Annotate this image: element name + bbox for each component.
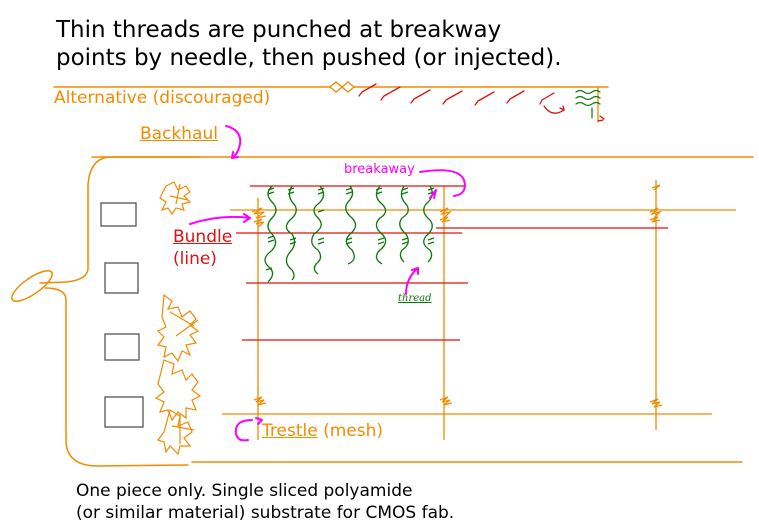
trestle-word: Trestle [262, 421, 318, 441]
thread-arrow [405, 267, 419, 295]
thread [285, 185, 297, 281]
substrate-pads [100, 202, 144, 428]
bundle-label: Bundle [173, 227, 233, 247]
footer-line-2: (or similar material) substrate for CMOS… [76, 503, 455, 523]
alternative-label: Alternative (discouraged) [54, 88, 271, 108]
thread [423, 185, 433, 263]
thread [264, 185, 277, 283]
alternative-threads [575, 89, 601, 119]
trestle-label: Trestle (mesh) [262, 421, 383, 441]
bundle-lines [236, 185, 668, 341]
backhaul-tangles [154, 181, 202, 456]
backhaul-label: Backhaul [140, 124, 218, 144]
trestle-sublabel: (mesh) [317, 421, 383, 441]
thread [311, 185, 325, 275]
footer-line-1: One piece only. Single sliced polyamide [76, 481, 413, 501]
breakaway-arrow [419, 169, 466, 199]
backhaul-brace [11, 156, 754, 467]
thread [375, 185, 387, 265]
bundle-sublabel: (line) [173, 249, 217, 269]
title: Thin threads are punched at breakway poi… [56, 16, 562, 72]
title-line-1: Thin threads are punched at breakway [56, 17, 502, 43]
thread [345, 185, 357, 265]
bundle-arrow [189, 213, 251, 225]
annotation-arrows [189, 125, 466, 442]
trestle-arrow [234, 417, 263, 442]
trestle-mesh [222, 180, 736, 440]
alternative-line [53, 81, 609, 123]
thread-label: thread [398, 293, 432, 304]
threads [264, 185, 435, 283]
footer-note: One piece only. Single sliced polyamide … [76, 480, 454, 524]
breakaway-label: breakaway [344, 162, 415, 177]
alternative-needles [358, 83, 605, 122]
thread [399, 185, 409, 263]
title-line-2: points by needle, then pushed (or inject… [56, 45, 562, 71]
backhaul-arrow [225, 125, 242, 159]
